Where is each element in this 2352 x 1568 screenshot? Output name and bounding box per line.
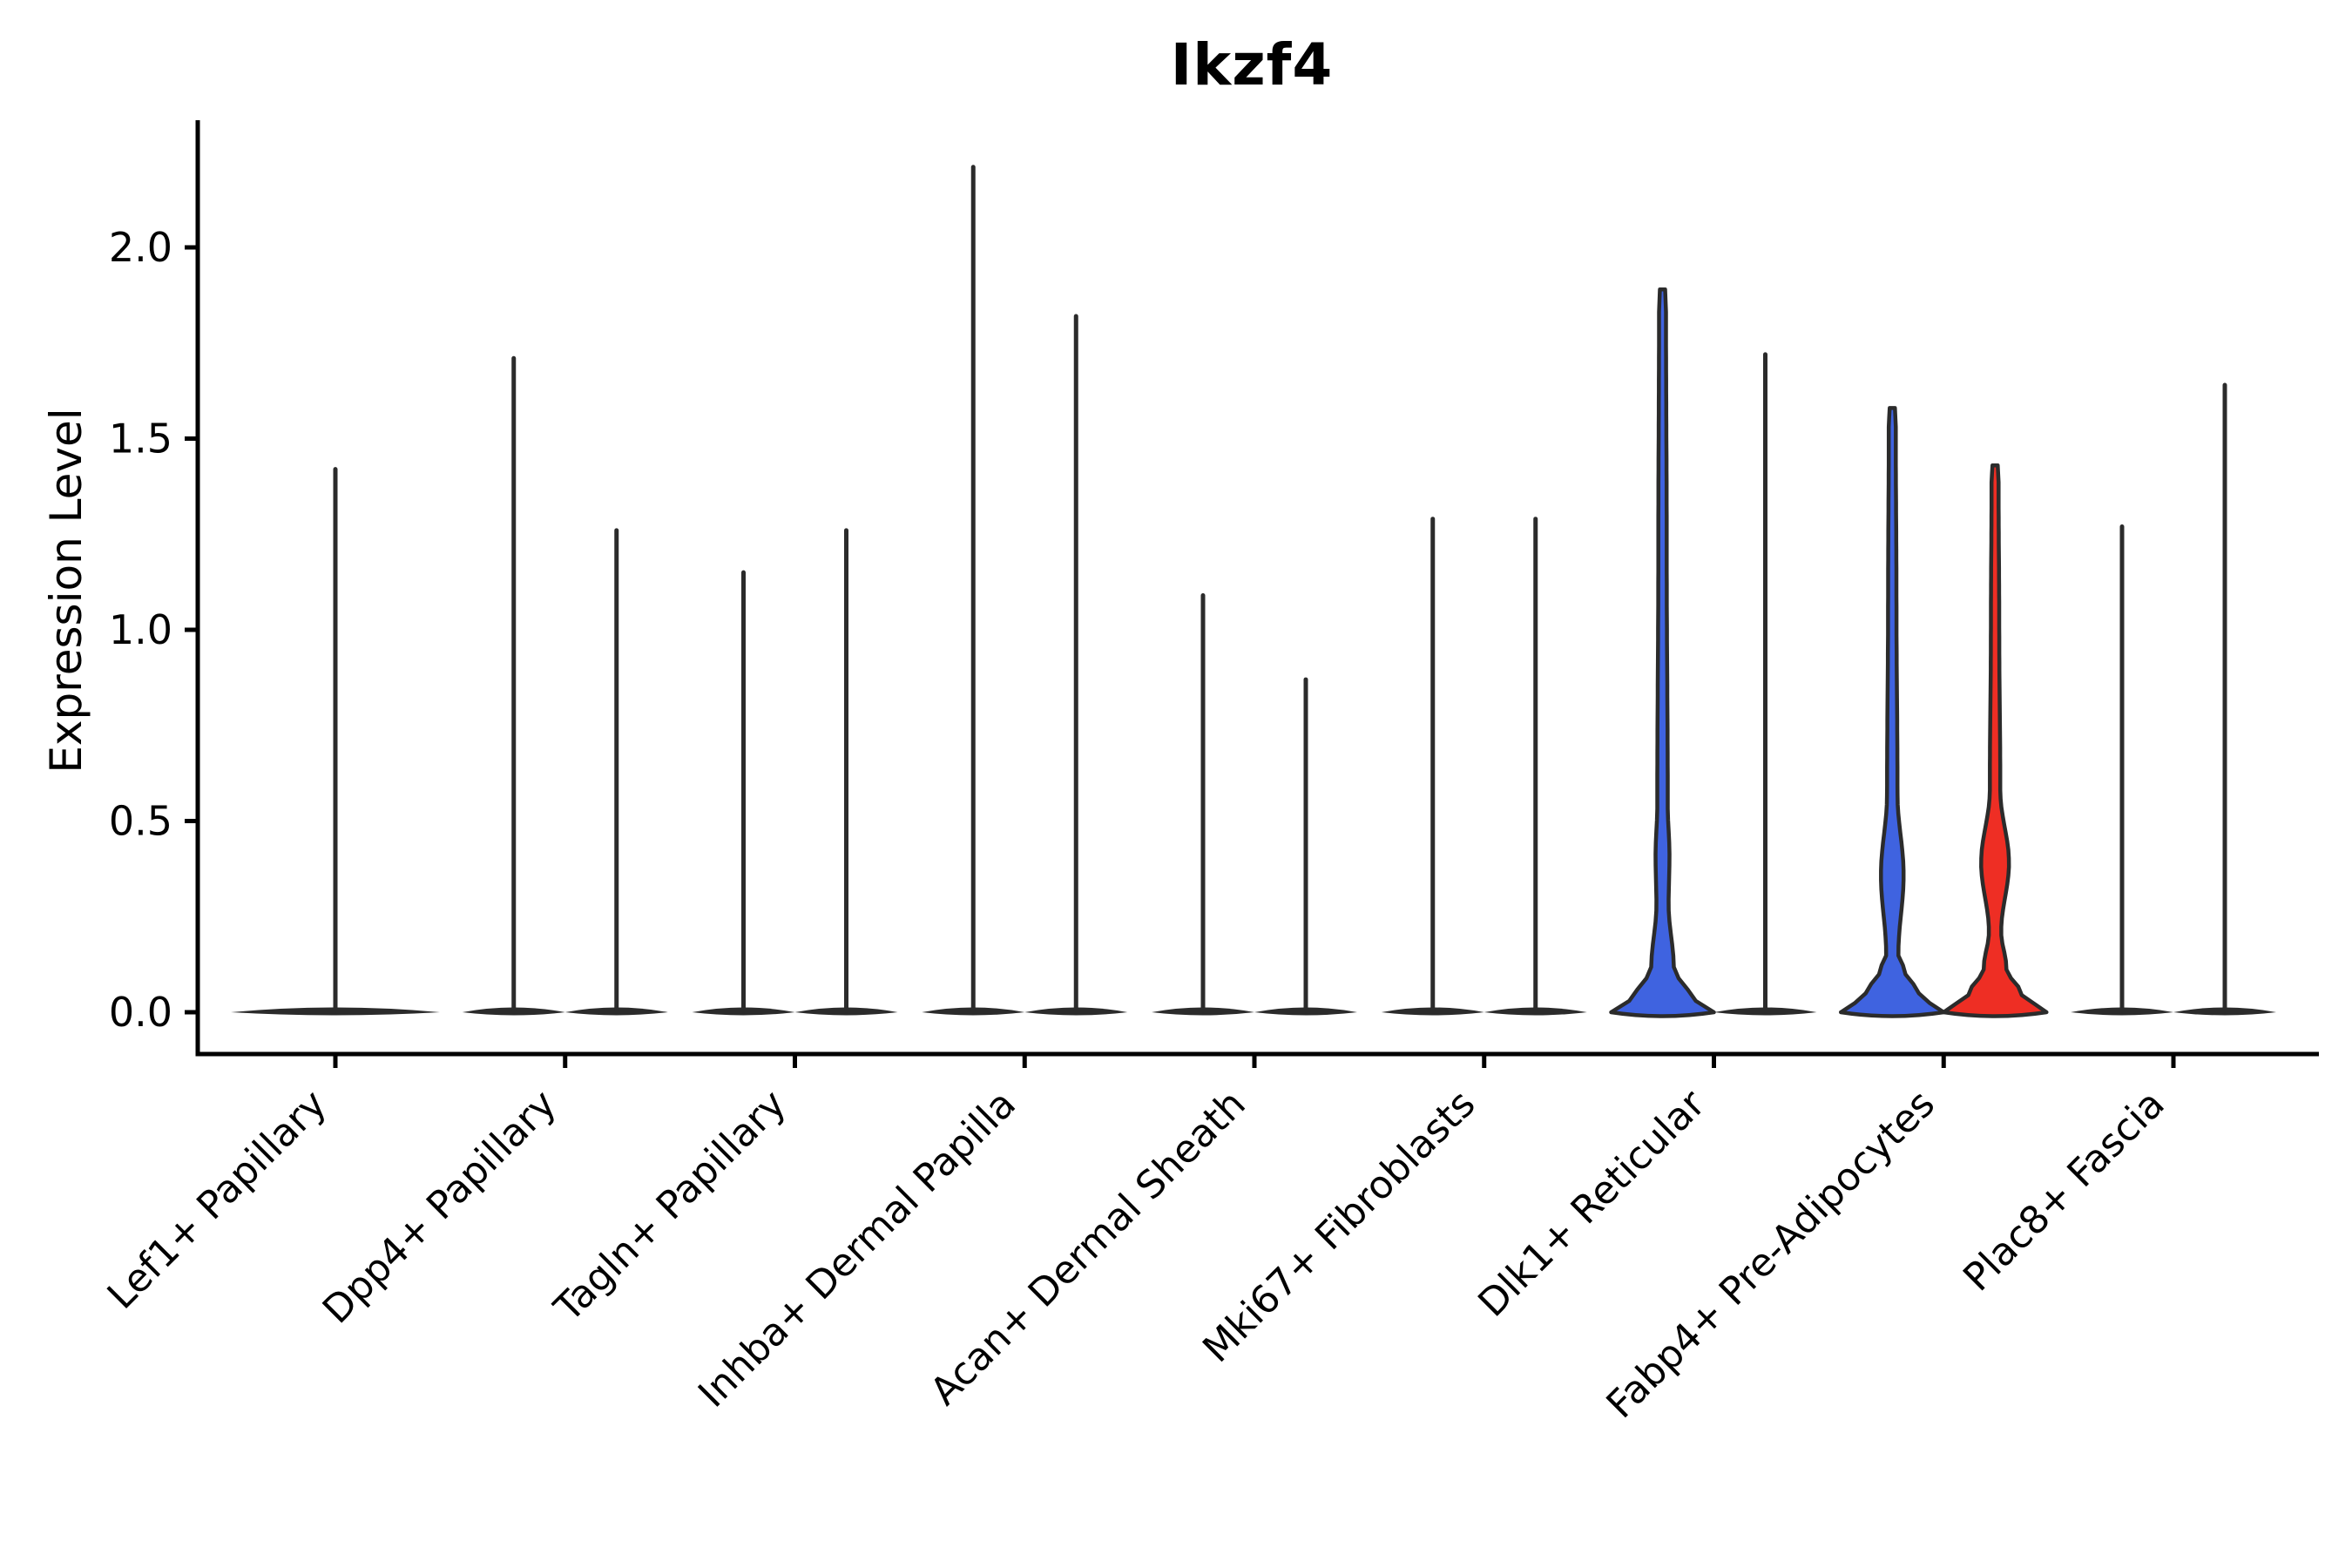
- y-tick-label: 1.0: [109, 606, 172, 653]
- y-tick-label: 1.5: [109, 416, 172, 463]
- y-tick-label: 0.0: [109, 989, 172, 1036]
- page-title: Ikzf4: [1170, 31, 1334, 98]
- violin-filled: [1942, 463, 2049, 1018]
- x-tick-label: Lef1+ Papillary: [99, 1082, 335, 1318]
- violin-filled: [1839, 406, 1946, 1018]
- x-tick-label: Tagln+ Papillary: [545, 1082, 794, 1331]
- x-tick-label: Dpp4+ Papillary: [314, 1082, 565, 1333]
- violin-filled: [1609, 287, 1716, 1018]
- x-tick-label: Plac8+ Fascia: [1955, 1082, 2173, 1301]
- y-tick-label: 0.5: [109, 798, 172, 845]
- x-tick-label: Dlk1+ Reticular: [1470, 1081, 1714, 1326]
- y-tick-label: 2.0: [109, 224, 172, 271]
